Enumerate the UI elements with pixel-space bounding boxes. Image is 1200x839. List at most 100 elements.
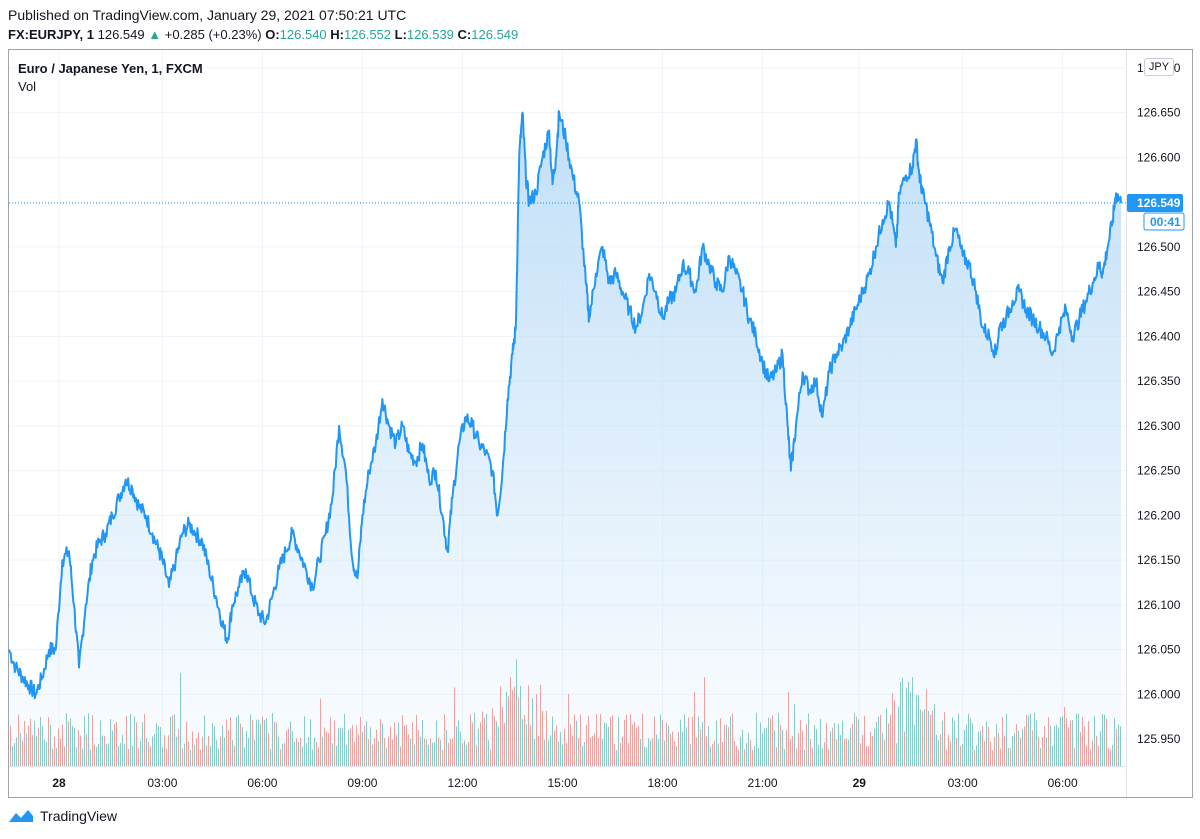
- volume-bar: [360, 716, 361, 766]
- volume-bar: [1054, 726, 1055, 766]
- volume-bar: [182, 748, 183, 766]
- volume-bar: [884, 739, 885, 766]
- volume-bar: [502, 706, 503, 766]
- volume-bar: [248, 737, 249, 766]
- volume-bar: [328, 733, 329, 766]
- volume-bar: [902, 677, 903, 766]
- volume-bar: [896, 743, 897, 766]
- x-tick-label: 06:00: [1048, 776, 1078, 790]
- volume-bar: [1006, 713, 1007, 766]
- volume-bar: [1014, 733, 1015, 766]
- volume-bar: [598, 738, 599, 766]
- volume-bar: [704, 677, 705, 766]
- current-price-label: 126.549: [1137, 196, 1181, 210]
- volume-bar: [354, 741, 355, 766]
- volume-bar: [78, 729, 79, 766]
- volume-bar: [918, 695, 919, 766]
- volume-bar: [312, 749, 313, 766]
- volume-bar: [268, 732, 269, 766]
- volume-bar: [776, 747, 777, 766]
- volume-bar: [1050, 725, 1051, 766]
- volume-bar: [934, 704, 935, 766]
- volume-bar: [602, 739, 603, 766]
- volume-bar: [304, 716, 305, 766]
- volume-bar: [376, 729, 377, 766]
- volume-bar: [1112, 744, 1113, 766]
- volume-bar: [974, 749, 975, 766]
- published-line: Published on TradingView.com, January 29…: [8, 7, 407, 23]
- volume-bar: [744, 749, 745, 766]
- volume-bar: [1072, 720, 1073, 766]
- volume-bar: [692, 716, 693, 766]
- volume-bar: [1018, 730, 1019, 766]
- volume-bar: [962, 744, 963, 766]
- volume-bar: [318, 747, 319, 766]
- volume-bar: [978, 731, 979, 766]
- volume-bar: [272, 713, 273, 766]
- volume-bar: [888, 723, 889, 766]
- volume-bar: [60, 738, 61, 766]
- volume-bar: [724, 724, 725, 766]
- volume-legend: Vol: [18, 79, 37, 94]
- volume-bar: [914, 724, 915, 766]
- volume-bar: [944, 712, 945, 766]
- volume-bar: [64, 746, 65, 766]
- volume-bar: [434, 742, 435, 766]
- volume-bar: [184, 743, 185, 766]
- volume-bar: [134, 716, 135, 766]
- volume-bar: [428, 744, 429, 766]
- volume-bar: [802, 730, 803, 766]
- volume-bar: [22, 740, 23, 766]
- volume-bar: [570, 724, 571, 766]
- volume-bar: [462, 743, 463, 766]
- volume-bar: [10, 725, 11, 766]
- volume-bar: [136, 722, 137, 766]
- volume-bar: [956, 737, 957, 766]
- volume-bar: [144, 714, 145, 766]
- volume-bar: [662, 720, 663, 766]
- volume-bar: [660, 714, 661, 766]
- volume-bar: [954, 721, 955, 766]
- volume-bar: [808, 713, 809, 766]
- volume-bar: [402, 715, 403, 766]
- volume-bar: [420, 736, 421, 766]
- volume-bar: [326, 731, 327, 766]
- volume-bar: [86, 734, 87, 766]
- chart-frame[interactable]: [8, 49, 1193, 798]
- volume-bar: [870, 731, 871, 766]
- x-tick-label: 15:00: [547, 776, 577, 790]
- volume-bar: [346, 744, 347, 766]
- volume-bar: [794, 704, 795, 766]
- volume-bar: [1066, 718, 1067, 766]
- volume-bar: [1068, 727, 1069, 766]
- volume-bar: [330, 717, 331, 766]
- volume-bar: [800, 719, 801, 766]
- currency-badge[interactable]: JPY: [1144, 58, 1174, 76]
- volume-bar: [238, 715, 239, 766]
- volume-bar: [348, 729, 349, 766]
- volume-bar: [768, 717, 769, 766]
- volume-bar: [690, 744, 691, 766]
- volume-bar: [406, 724, 407, 766]
- volume-bar: [970, 718, 971, 766]
- volume-bar: [638, 725, 639, 766]
- volume-bar: [822, 748, 823, 766]
- volume-bar: [460, 731, 461, 766]
- volume-bar: [856, 716, 857, 766]
- volume-bar: [422, 720, 423, 766]
- volume-bar: [836, 739, 837, 766]
- volume-bar: [726, 724, 727, 766]
- volume-bar: [542, 710, 543, 766]
- volume-bar: [88, 713, 89, 766]
- volume-bar: [220, 736, 221, 766]
- volume-bar: [94, 744, 95, 766]
- volume-bar: [652, 738, 653, 766]
- volume-bar: [368, 739, 369, 766]
- volume-bar: [566, 742, 567, 766]
- volume-bar: [714, 740, 715, 766]
- volume-bar: [92, 715, 93, 766]
- countdown-label: 00:41: [1150, 215, 1181, 229]
- volume-bar: [818, 744, 819, 766]
- volume-bar: [1086, 745, 1087, 766]
